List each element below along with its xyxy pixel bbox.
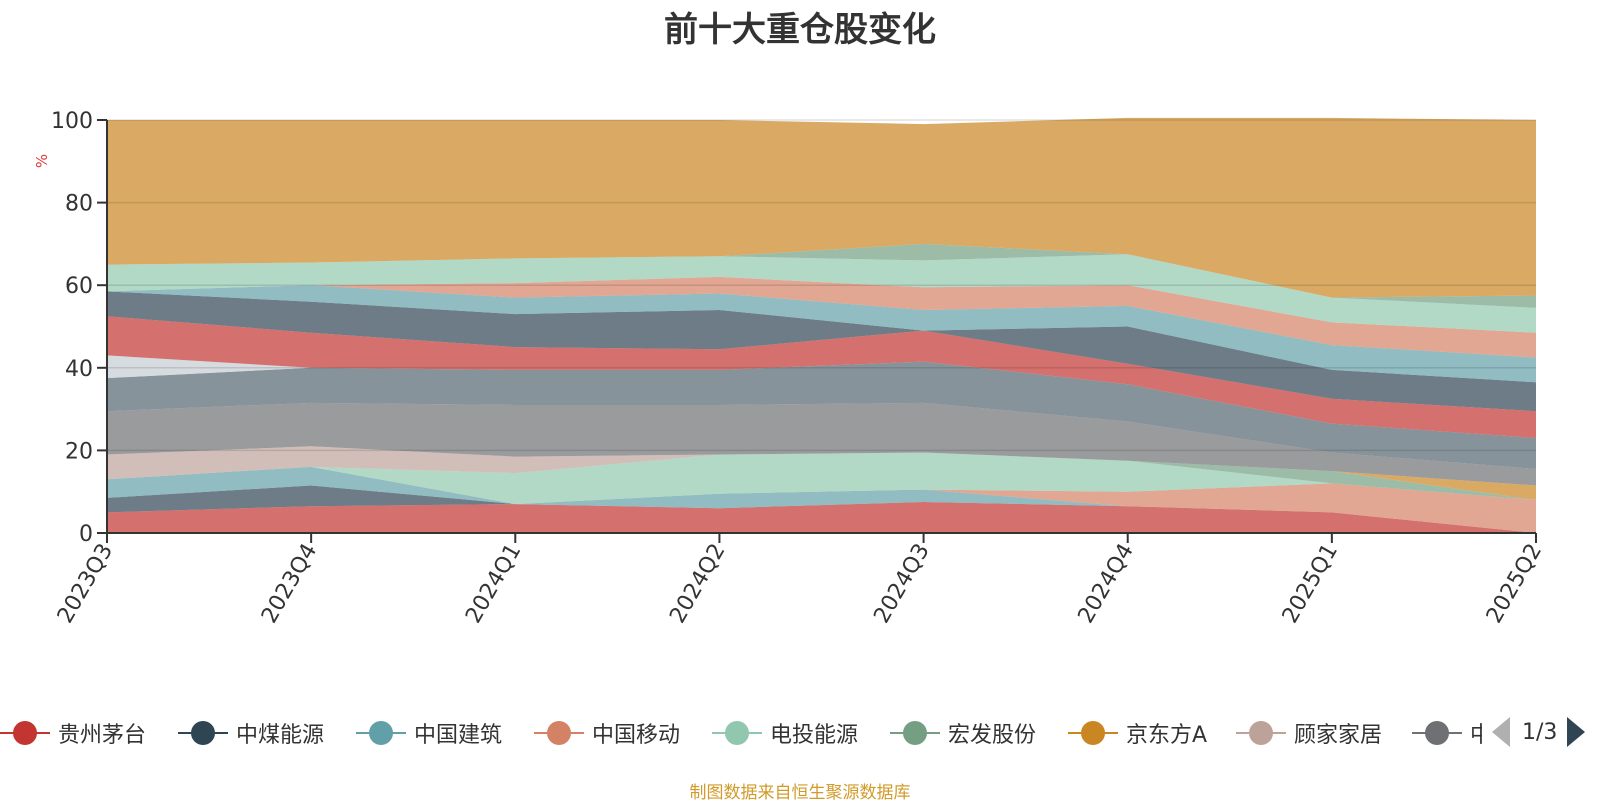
x-tick-label: 2023Q3	[53, 540, 118, 628]
legend-next-page-icon[interactable]	[1567, 717, 1586, 747]
legend-item[interactable]: 京东方A	[1068, 715, 1207, 751]
area-series-18	[107, 117, 1536, 298]
legend-swatch-icon	[712, 719, 762, 747]
x-tick-label: 2025Q2	[1482, 540, 1547, 628]
area-series-12	[107, 316, 1536, 438]
legend-swatch-icon	[1236, 719, 1286, 747]
y-tick-label: 20	[65, 439, 93, 464]
area-series-1	[107, 502, 1536, 533]
area-series-6	[107, 452, 1536, 500]
legend-label: 宏发股份	[948, 723, 1037, 748]
y-tick-label: 0	[79, 522, 93, 547]
legend-item[interactable]: 宏发股份	[890, 715, 1036, 751]
y-tick-label: 100	[51, 109, 93, 134]
legend-item[interactable]: 电投能源	[712, 715, 858, 751]
legend-item[interactable]: 顾家家居	[1236, 715, 1382, 751]
legend-item[interactable]: 中国移动	[534, 715, 680, 751]
legend-swatch-icon	[178, 719, 228, 747]
area-series-8	[107, 446, 1536, 486]
x-tick-label: 2024Q3	[869, 540, 934, 628]
grid-lines	[107, 119, 1536, 452]
legend-swatch-icon	[356, 719, 406, 747]
legend-label: 顾家家居	[1294, 723, 1383, 748]
legend-label: 京东方A	[1126, 723, 1208, 748]
plot-area: 0 20 40 60 80 100 2023Q3 2023Q4 2024Q1 2024Q2 2024…	[51, 109, 1547, 628]
legend-label: 中	[1470, 723, 1482, 748]
area-series-14	[107, 285, 1536, 383]
legend: 贵州茅台 中煤能源 中国建筑 中国移动 电投能源 宏发股份 京东方A 顾家家居 中	[0, 715, 1482, 751]
legend-label: 中国移动	[592, 723, 681, 748]
source-note: 制图数据来自恒生聚源数据库	[689, 783, 911, 803]
legend-prev-page-icon[interactable]	[1492, 717, 1510, 747]
x-tick-label: 2023Q4	[257, 540, 322, 628]
chart-title: 前十大重仓股变化	[664, 10, 936, 50]
x-tick-label: 2024Q4	[1074, 540, 1139, 628]
legend-item[interactable]: 中	[1412, 715, 1482, 751]
legend-item[interactable]: 贵州茅台	[0, 715, 146, 751]
legend-swatch-icon	[534, 719, 584, 747]
area-series-9	[107, 402, 1536, 486]
area-series-5	[107, 452, 1536, 505]
legend-item[interactable]: 中煤能源	[178, 715, 324, 751]
y-tick-label: 40	[65, 357, 93, 382]
x-tick-label: 2024Q1	[461, 540, 526, 628]
area-series-17	[107, 243, 1536, 308]
legend-swatch-icon	[890, 719, 940, 747]
legend-label: 中国建筑	[414, 723, 503, 748]
area-series-15	[107, 276, 1536, 358]
area-series-13	[107, 291, 1536, 412]
series-areas	[107, 117, 1536, 533]
legend-label: 中煤能源	[236, 723, 325, 748]
legend-pager: 1/3	[1482, 712, 1600, 752]
area-series-10	[107, 361, 1536, 469]
x-tick-label: 2025Q1	[1278, 540, 1343, 628]
legend-swatch-icon	[0, 719, 50, 747]
legend-swatch-icon	[1068, 719, 1118, 747]
legend-label: 贵州茅台	[58, 723, 147, 748]
legend-item[interactable]: 中国建筑	[356, 715, 502, 751]
area-series-3	[107, 466, 1536, 533]
x-tick-label: 2024Q2	[665, 540, 730, 628]
legend-page-indicator: 1/3	[1522, 719, 1558, 745]
y-tick-label: 60	[65, 274, 93, 299]
legend-swatch-icon	[1412, 719, 1462, 747]
area-series-16	[107, 254, 1536, 333]
area-series-4	[107, 466, 1536, 533]
y-tick-label: 80	[65, 192, 93, 217]
area-series-2	[107, 485, 1536, 533]
legend-label: 电投能源	[770, 723, 859, 748]
